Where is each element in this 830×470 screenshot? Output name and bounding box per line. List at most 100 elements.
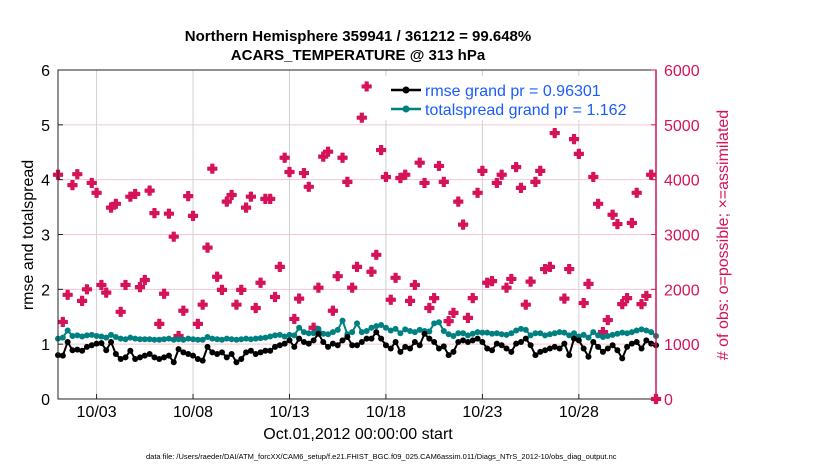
rmse-point (445, 352, 452, 359)
rmse-point (590, 338, 597, 345)
rmse-point (122, 354, 129, 361)
obs-count-marker (91, 187, 102, 198)
obs-count-marker (626, 217, 637, 229)
rmse-point (300, 338, 307, 345)
rmse-point (571, 335, 578, 342)
obs-count-marker (322, 146, 334, 157)
rmse-point (426, 335, 433, 342)
rmse-point (112, 351, 119, 358)
rmse-point (344, 334, 351, 341)
totalspread-point (247, 336, 254, 343)
totalspread-point (262, 334, 269, 341)
rmse-point (88, 342, 95, 349)
obs-count-marker (347, 282, 358, 293)
totalspread-point (161, 336, 168, 343)
obs-count-marker (356, 112, 367, 123)
rmse-point (484, 345, 491, 352)
totalspread-point (117, 335, 124, 342)
totalspread-point (286, 331, 293, 338)
obs-count-marker (366, 266, 377, 277)
totalspread-point (464, 332, 471, 339)
rmse-point (455, 338, 462, 345)
obs-count-marker (583, 278, 594, 289)
totalspread-point (498, 331, 505, 338)
obs-count-marker (303, 181, 314, 192)
rmse-point (489, 347, 496, 354)
rmse-point (209, 349, 216, 356)
rmse-point (633, 338, 640, 345)
totalspread-point (267, 333, 274, 340)
y-tick-label: 1 (41, 337, 50, 354)
legend-totalspread-marker (402, 105, 410, 113)
rmse-point (146, 351, 153, 358)
rmse-point (79, 347, 86, 354)
obs-count-marker (361, 81, 372, 92)
data-file-footer: data file: /Users/raeder/DAI/ATM_forcXX/… (146, 452, 617, 461)
obs-count-marker (593, 198, 604, 209)
totalspread-point (542, 332, 549, 339)
obs-count-marker (467, 293, 478, 304)
rmse-point (595, 343, 602, 350)
obs-count-marker (631, 187, 642, 198)
obs-count-marker (269, 291, 281, 303)
totalspread-point (590, 329, 597, 336)
rmse-point (334, 342, 341, 349)
y-tick-label: 0 (41, 392, 50, 409)
obs-count-marker (332, 271, 343, 282)
x-tick-label: 10/13 (269, 404, 309, 421)
rmse-point (604, 345, 611, 352)
obs-count-marker (380, 171, 392, 183)
obs-count-marker (486, 276, 498, 287)
rmse-point (170, 359, 177, 366)
obs-count-marker (438, 176, 449, 187)
totalspread-point (175, 336, 182, 343)
totalspread-point (257, 335, 264, 342)
obs-count-marker (279, 152, 290, 163)
obs-count-marker (409, 279, 420, 291)
totalspread-point (493, 330, 500, 337)
obs-count-marker (115, 306, 126, 317)
rmse-point (638, 345, 645, 352)
obs-count-marker (376, 144, 387, 156)
obs-count-marker (289, 313, 300, 325)
obs-count-marker (515, 182, 527, 193)
obs-count-marker (588, 171, 599, 183)
totalspread-point (392, 325, 399, 332)
totalspread-point (604, 332, 611, 339)
rmse-point (368, 335, 375, 342)
x-tick-label: 10/28 (559, 404, 599, 421)
rmse-point (643, 337, 650, 344)
totalspread-point (469, 330, 476, 337)
obs-count-marker (327, 305, 338, 316)
totalspread-point (402, 326, 409, 333)
totalspread-point (580, 331, 587, 338)
rmse-point (175, 346, 182, 353)
totalspread-point (315, 325, 322, 332)
y-tick-label: 5 (41, 118, 50, 135)
obs-count-marker (183, 191, 194, 202)
totalspread-point (243, 335, 250, 342)
y-right-tick-label: 5000 (664, 118, 700, 135)
obs-count-marker (231, 299, 242, 310)
y-tick-label: 6 (41, 63, 50, 80)
totalspread-point (170, 336, 177, 343)
obs-count-marker (236, 284, 247, 295)
rmse-point (218, 349, 225, 356)
obs-count-marker (457, 219, 469, 230)
rmse-point (469, 337, 476, 344)
totalspread-point (445, 331, 452, 338)
totalspread-point (532, 330, 539, 337)
y-axis-right-label: # of obs: o=possible; ×=assimilated (715, 110, 732, 360)
obs-count-marker (501, 282, 512, 293)
obs-count-marker (472, 187, 483, 198)
rmse-point (228, 351, 235, 358)
totalspread-point (334, 326, 341, 333)
rmse-point (614, 347, 621, 354)
obs-count-marker (96, 279, 107, 291)
obs-count-marker (443, 316, 454, 327)
totalspread-point (354, 320, 360, 327)
obs-count-marker (433, 160, 445, 172)
rmse-point (291, 343, 298, 350)
totalspread-point (624, 330, 631, 337)
totalspread-point (228, 336, 235, 343)
